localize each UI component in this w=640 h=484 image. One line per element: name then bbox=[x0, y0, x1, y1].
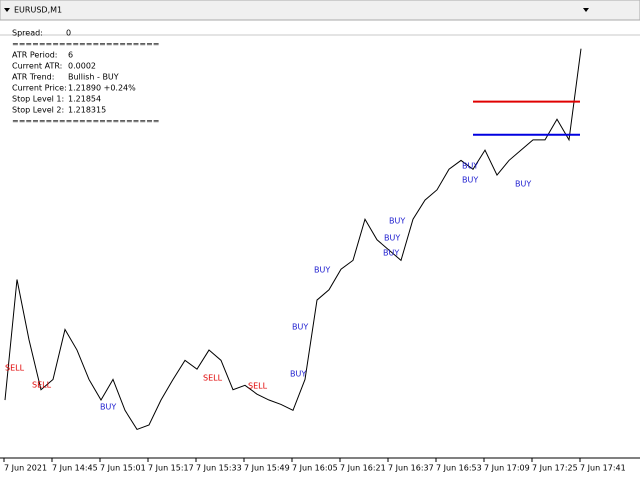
x-tick-label: 7 Jun 15:01 bbox=[100, 464, 146, 473]
panel-value: 1.218315 bbox=[68, 106, 106, 115]
signal-label: BUY bbox=[462, 162, 478, 171]
signal-label: BUY bbox=[389, 217, 405, 226]
panel-value: 0.0002 bbox=[68, 62, 96, 71]
signal-label: SELL bbox=[5, 364, 25, 373]
panel-value: 0 bbox=[66, 29, 71, 38]
x-tick-label: 7 Jun 17:41 bbox=[580, 464, 626, 473]
x-tick-label: 7 Jun 14:45 bbox=[52, 464, 98, 473]
x-tick-label: 7 Jun 17:25 bbox=[532, 464, 578, 473]
signal-label: BUY bbox=[292, 323, 308, 332]
signal-label: SELL bbox=[248, 382, 268, 391]
x-tick-label: 7 Jun 16:37 bbox=[388, 464, 434, 473]
signal-label: BUY bbox=[383, 249, 399, 258]
x-tick-label: 7 Jun 2021 bbox=[4, 464, 47, 473]
price-line bbox=[4, 48, 582, 431]
panel-label: ====================== bbox=[12, 117, 159, 126]
scroll-arrow[interactable] bbox=[583, 8, 589, 12]
menu-arrow[interactable] bbox=[4, 8, 10, 12]
panel-label: Stop Level 1: bbox=[12, 95, 64, 104]
panel-label: ATR Trend: bbox=[12, 73, 54, 82]
x-tick-label: 7 Jun 16:53 bbox=[436, 464, 482, 473]
title-bar bbox=[0, 0, 640, 21]
x-tick-label: 7 Jun 15:49 bbox=[244, 464, 290, 473]
signal-label: BUY bbox=[384, 234, 400, 243]
signal-label: BUY bbox=[515, 180, 531, 189]
x-tick-label: 7 Jun 16:21 bbox=[340, 464, 386, 473]
panel-label: ====================== bbox=[12, 40, 159, 49]
panel-value: Bullish - BUY bbox=[68, 73, 119, 82]
panel-value: 1.21890 +0.24% bbox=[68, 84, 136, 93]
x-tick-label: 7 Jun 17:09 bbox=[484, 464, 530, 473]
info-panel: Spread: 0 ====================== ATR Period… bbox=[12, 29, 159, 126]
panel-label: Spread: bbox=[12, 29, 43, 38]
panel-value: 6 bbox=[68, 51, 73, 60]
signal-label: SELL bbox=[203, 374, 223, 383]
panel-label: Current ATR: bbox=[12, 62, 62, 71]
signal-label: BUY bbox=[314, 266, 330, 275]
window-title: EURUSD,M1 bbox=[14, 6, 62, 15]
x-tick-label: 7 Jun 16:05 bbox=[292, 464, 338, 473]
signal-label: BUY bbox=[290, 370, 306, 379]
signal-label: SELL bbox=[32, 381, 52, 390]
panel-value: 1.21854 bbox=[68, 95, 101, 104]
signal-label: BUY bbox=[100, 403, 116, 412]
x-tick-label: 7 Jun 15:33 bbox=[196, 464, 242, 473]
panel-label: Current Price: bbox=[12, 84, 67, 93]
signal-label: BUY bbox=[462, 176, 478, 185]
panel-label: ATR Period: bbox=[12, 51, 57, 60]
panel-label: Stop Level 2: bbox=[12, 106, 64, 115]
x-tick-label: 7 Jun 15:17 bbox=[148, 464, 194, 473]
